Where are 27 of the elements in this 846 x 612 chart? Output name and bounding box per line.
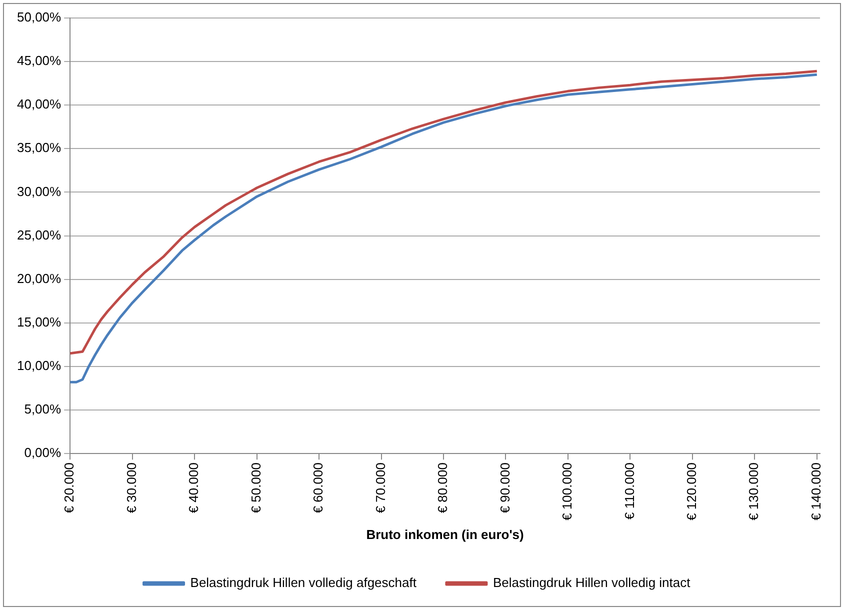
y-tick-label: 40,00% [16, 96, 62, 112]
y-tick-label: 45,00% [16, 53, 62, 68]
x-tick-label: € 100.000 [560, 462, 575, 520]
y-tick-label: 15,00% [16, 314, 62, 330]
x-tick-label: € 90.000 [497, 462, 512, 514]
x-tick-label: € 80.000 [435, 462, 450, 514]
x-axis-title: Bruto inkomen (in euro's) [366, 526, 524, 542]
legend-label: Belastingdruk Hillen volledig intact [492, 575, 691, 590]
y-tick-label: 30,00% [16, 184, 62, 199]
x-tick-label: € 120.000 [684, 462, 699, 520]
y-tick-label: 25,00% [16, 227, 62, 242]
y-tick-label: 10,00% [16, 358, 62, 374]
x-tick-label: € 70.000 [372, 462, 388, 514]
x-tick-label: € 130.000 [746, 462, 762, 520]
x-tick-label: € 30.000 [124, 462, 139, 514]
y-tick-label: 0,00% [24, 445, 62, 460]
x-tick-label: € 110.000 [622, 462, 637, 520]
x-tick-label: € 50.000 [248, 462, 264, 514]
x-tick-label: € 140.000 [808, 462, 824, 520]
y-tick-label: 5,00% [24, 402, 62, 417]
y-tick-label: 35,00% [16, 140, 62, 156]
x-tick-label: € 20.000 [62, 462, 77, 514]
y-tick-label: 20,00% [16, 270, 62, 286]
y-tick-label: 50,00% [16, 10, 62, 25]
legend-label: Belastingdruk Hillen volledig afgeschaft [190, 575, 417, 590]
x-tick-label: € 60.000 [310, 462, 326, 514]
x-tick-label: € 40.000 [186, 462, 202, 514]
